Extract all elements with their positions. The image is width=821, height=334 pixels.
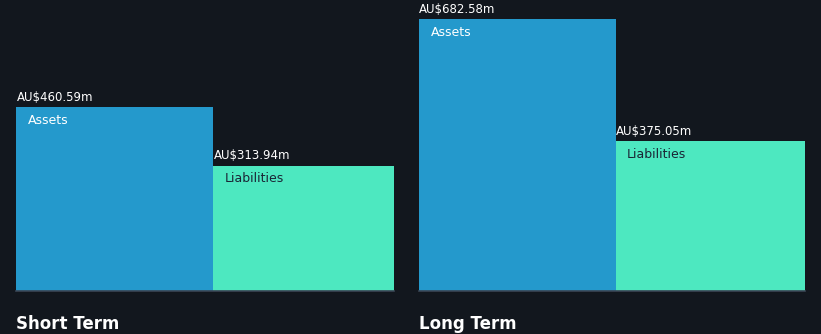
Bar	[213, 166, 394, 291]
Text: AU$313.94m: AU$313.94m	[213, 149, 290, 162]
Bar	[419, 19, 616, 291]
Text: Long Term: Long Term	[419, 315, 516, 333]
Text: Short Term: Short Term	[16, 315, 120, 333]
Text: Liabilities: Liabilities	[627, 148, 686, 161]
Text: AU$375.05m: AU$375.05m	[616, 125, 692, 138]
Bar	[616, 141, 805, 291]
Text: Assets: Assets	[28, 114, 69, 127]
Text: AU$460.59m: AU$460.59m	[16, 91, 93, 104]
Text: Assets: Assets	[430, 26, 471, 39]
Bar	[16, 107, 213, 291]
Text: AU$682.58m: AU$682.58m	[419, 3, 495, 16]
Text: Liabilities: Liabilities	[224, 172, 283, 185]
